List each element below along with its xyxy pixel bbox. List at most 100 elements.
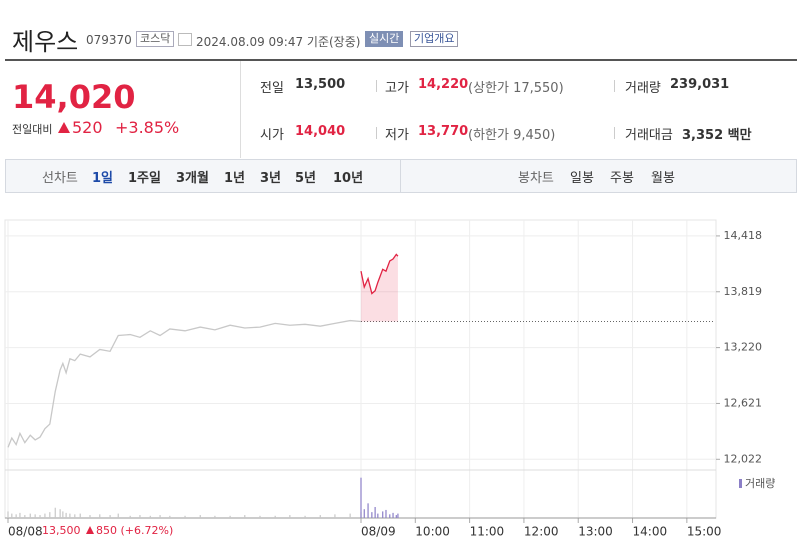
volume-bar [371,512,373,518]
volume-bar [159,515,161,518]
stat-label: 전일 [260,81,284,96]
x-tick-label: 12:00 [524,525,559,539]
stat-label: 시가 [260,128,284,143]
stat-label: 저가 [385,128,409,143]
x-tick-label: 13:00 [578,525,613,539]
tab-group-label: 선차트 [42,171,78,186]
volume-bar [367,503,369,518]
stat-label: 고가 [385,81,409,96]
volume-bar [244,515,246,518]
realtime-badge: 실시간 [365,31,404,47]
y-tick-label: 12,022 [724,452,763,465]
change-value: 520 [72,118,103,137]
volume-bar [54,507,56,518]
prev-change-value: 850 [96,524,117,537]
volume-bar [39,515,41,518]
tab[interactable]: 3년 [260,171,282,186]
stat-extra: (하한가 9,450) [468,128,556,143]
prev-pct: (+6.72%) [120,524,174,537]
volume-bar [74,514,76,518]
divider [614,127,615,139]
tab[interactable]: 1일 [92,171,114,186]
clock-icon [178,33,192,46]
x-tick-label: 14:00 [633,525,668,539]
x-tick-label: 11:00 [470,525,505,539]
stat-value: 13,500 [295,77,346,92]
volume-bar [139,515,141,518]
stat-extra: (상한가 17,550) [468,81,564,96]
volume-bar [319,515,321,518]
footer-quote: 13,500 850 (+6.72%) [42,524,173,537]
volume-bar [59,509,61,518]
stat-value: 239,031 [670,77,730,92]
volume-bar [377,513,379,518]
tab[interactable]: 1주일 [128,171,161,186]
stat-value: 14,040 [295,124,346,139]
x-tick-label: 10:00 [415,525,450,539]
x-tick-label: 08/08 [8,525,43,539]
volume-bar [214,515,216,518]
volume-bar [129,515,131,518]
tab[interactable]: 주봉 [610,171,634,186]
legend-label: 거래량 [745,477,775,490]
volume-bar [117,513,119,518]
stock-name: 제우스 [12,28,79,56]
volume-bar [229,515,231,518]
divider [376,127,377,139]
stat-value: 13,770 [418,124,469,139]
divider [614,80,615,92]
change: 520 [56,118,103,137]
volume-bar [62,511,64,518]
volume-bar [49,512,51,518]
volume-bar [169,515,171,518]
volume-bar [304,515,306,518]
line [7,319,362,448]
volume-bar [149,515,151,518]
volume-bar [34,514,36,518]
change-label: 전일대비 [12,123,53,136]
tab[interactable]: 1년 [224,171,246,186]
market-badge: 코스닥 [136,31,175,47]
stock-code: 079370 [86,33,132,47]
company-button[interactable]: 기업개요 [410,31,459,47]
y-tick-label: 13,819 [724,285,763,298]
tab-group-label: 봉차트 [518,171,554,186]
tab[interactable]: 5년 [295,171,317,186]
tab[interactable]: 10년 [333,171,364,186]
volume-bar [395,515,397,518]
stat-label: 거래량 [625,81,661,96]
volume-bar [109,515,111,518]
volume-bar [374,507,376,518]
divider [240,61,241,158]
y-tick-label: 14,418 [724,229,763,242]
volume-bar [392,512,394,518]
volume-bar [259,515,261,518]
volume-bar [69,513,71,518]
x-tick-label: 15:00 [687,525,722,539]
volume-bar [15,514,17,518]
volume-bar [397,513,399,518]
volume-bar [274,515,276,518]
volume-bar [11,513,13,518]
stat-label: 거래대금 [625,128,673,143]
volume-bar [334,514,336,518]
prev-change: 850 [84,524,117,537]
line [360,253,399,295]
volume-bar [385,509,387,518]
volume-bar [363,509,365,518]
volume-bar [65,512,67,518]
volume-bar [44,513,46,518]
volume-bar [349,513,351,518]
tab[interactable]: 일봉 [570,171,594,186]
x-tick-label: 08/09 [361,525,396,539]
datetime: 2024.08.09 09:47 기준(장중) [196,35,361,49]
y-tick-label: 13,220 [724,341,763,354]
price: 14,020 [12,78,136,116]
volume-bar [89,515,91,518]
change-pct: +3.85% [115,118,180,137]
legend-swatch [739,479,742,488]
tab[interactable]: 3개월 [176,171,209,186]
tab[interactable]: 월봉 [651,171,675,186]
